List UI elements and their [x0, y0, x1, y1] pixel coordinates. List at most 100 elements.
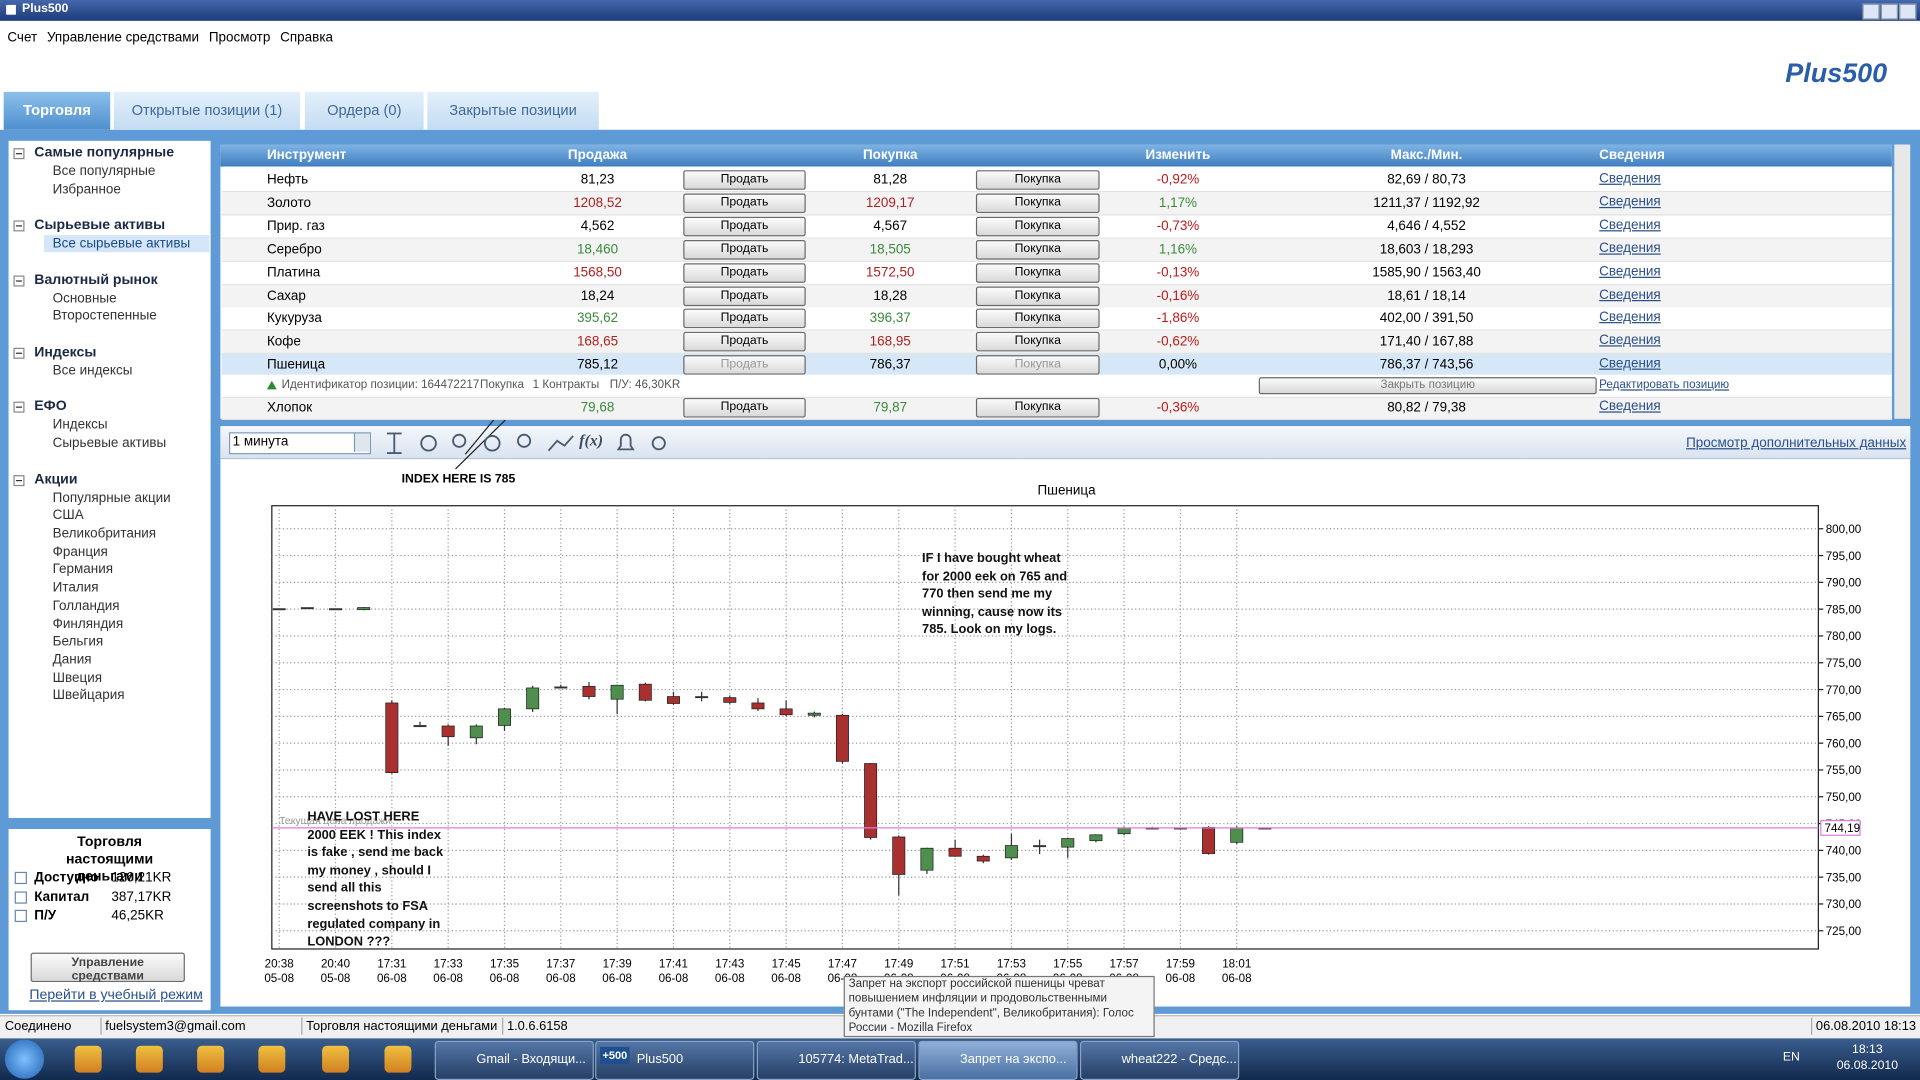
buy-button[interactable]: Покупка	[975, 193, 1100, 213]
tab[interactable]: Ордера (0)	[304, 91, 424, 130]
sidebar-item[interactable]: Все индексы	[52, 363, 133, 379]
buy-button[interactable]: Покупка	[975, 216, 1100, 237]
y-tick-label: 750,00	[1826, 791, 1862, 804]
buy-button[interactable]: Покупка	[975, 355, 1100, 375]
table-scrollbar[interactable]	[1894, 144, 1911, 419]
info-link[interactable]: Сведения	[1599, 217, 1661, 233]
sidebar-item[interactable]: Голландия	[52, 598, 120, 614]
taskbar-button[interactable]	[918, 1040, 1078, 1080]
taskbar-icon-icq[interactable]	[384, 1045, 412, 1073]
sidebar-item[interactable]: Индексы	[52, 418, 108, 433]
info-link[interactable]: Сведения	[1599, 240, 1661, 256]
start-button[interactable]	[4, 1039, 45, 1079]
menu-item[interactable]: Справка	[280, 30, 334, 46]
account-value: 46,25KR	[111, 908, 164, 924]
sell-button[interactable]: Продать	[683, 170, 806, 190]
group-title[interactable]: Сырьевые активы	[34, 218, 166, 233]
buy-button[interactable]: Покупка	[975, 285, 1100, 306]
taskbar-button[interactable]	[1080, 1040, 1240, 1080]
tab[interactable]: Открытые позиции (1)	[113, 91, 300, 130]
sidebar-item[interactable]: Дания	[52, 652, 92, 668]
info-link[interactable]: Сведения	[1599, 287, 1661, 302]
menu-item[interactable]: Счет	[7, 30, 38, 46]
sidebar-item[interactable]: Франция	[52, 544, 108, 560]
group-title[interactable]: Валютный рынок	[34, 272, 158, 288]
help-icon[interactable]	[14, 871, 27, 885]
taskbar-button[interactable]	[434, 1040, 594, 1080]
taskbar-icon-skype[interactable]	[135, 1045, 163, 1073]
taskbar-icon-player[interactable]	[258, 1045, 286, 1073]
close-button[interactable]	[1899, 3, 1917, 20]
x-tick-date: 05-08	[321, 972, 351, 985]
buy-button[interactable]: Покупка	[975, 170, 1100, 190]
sell-button[interactable]: Продать	[683, 262, 806, 283]
sell-button[interactable]: Продать	[683, 309, 806, 329]
info-link[interactable]: Сведения	[1599, 356, 1661, 372]
group-title[interactable]: Самые популярные	[34, 145, 175, 161]
help-icon[interactable]	[14, 890, 27, 904]
sell-button[interactable]: Продать	[683, 332, 806, 352]
sidebar-item[interactable]: Швейцария	[52, 688, 125, 704]
help-icon[interactable]	[14, 909, 27, 923]
sidebar-item[interactable]: Великобритания	[52, 526, 157, 542]
interval-select[interactable]	[228, 432, 372, 455]
sidebar-item[interactable]: Избранное	[52, 182, 121, 197]
sell-button[interactable]: Продать	[683, 355, 806, 375]
sidebar-item[interactable]: Популярные акции	[52, 490, 171, 506]
select-arrow[interactable]	[353, 433, 370, 452]
sell-button[interactable]: Продать	[683, 397, 806, 418]
buy-button[interactable]: Покупка	[975, 262, 1100, 283]
candle-body	[554, 686, 568, 689]
info-link[interactable]: Сведения	[1599, 171, 1661, 187]
taskbar-button[interactable]	[756, 1040, 916, 1080]
sidebar-item[interactable]: США	[52, 508, 84, 524]
sidebar-item[interactable]: Германия	[52, 562, 114, 578]
sell-button[interactable]: Продать	[683, 216, 806, 237]
maximize-button[interactable]	[1880, 3, 1898, 20]
sidebar-item[interactable]: Второстепенные	[52, 309, 157, 324]
candle-body	[1033, 845, 1047, 848]
group-title[interactable]: Индексы	[34, 345, 97, 360]
more-data-link[interactable]: Просмотр дополнительных данных	[1686, 435, 1907, 451]
chart-toolbar	[220, 427, 1911, 460]
group-title[interactable]: Акции	[34, 472, 78, 487]
sell-button[interactable]: Продать	[683, 239, 806, 260]
funds-button[interactable]: Управление средствами	[30, 952, 185, 983]
sidebar-item[interactable]: Сырьевые активы	[52, 436, 167, 451]
buy-button[interactable]: Покупка	[975, 239, 1100, 260]
minimize-button[interactable]	[1862, 3, 1880, 20]
info-link[interactable]: Сведения	[1599, 263, 1661, 279]
sidebar-item[interactable]: Все популярные	[52, 164, 156, 179]
taskbar-icon-app2[interactable]	[322, 1045, 349, 1073]
info-link[interactable]: Сведения	[1599, 194, 1661, 210]
sidebar-item[interactable]: Швеция	[52, 670, 103, 686]
candle-body	[666, 696, 680, 704]
group-title[interactable]: ЕФО	[34, 399, 67, 415]
info-link[interactable]: Сведения	[1599, 333, 1661, 349]
buy-button[interactable]: Покупка	[975, 397, 1100, 418]
buy-button[interactable]: Покупка	[975, 309, 1100, 329]
info-link[interactable]: Сведения	[1599, 310, 1661, 325]
sidebar-item[interactable]: Основные	[52, 291, 117, 306]
menu-item[interactable]: Управление средствами	[46, 30, 200, 46]
sell-button[interactable]: Продать	[683, 285, 806, 306]
sidebar-item[interactable]: Все сырьевые активы	[52, 236, 191, 252]
tab[interactable]: Торговля	[3, 91, 111, 130]
sidebar-item[interactable]: Италия	[52, 580, 99, 596]
buy-button[interactable]: Покупка	[975, 332, 1100, 352]
menu-bar: Счет Управление средствами Просмотр Справка	[7, 29, 333, 46]
menu-item[interactable]: Просмотр	[208, 30, 271, 46]
edit-position-link[interactable]: Редактировать позицию	[1599, 378, 1730, 392]
info-link[interactable]: Сведения	[1599, 399, 1661, 414]
tab[interactable]: Закрытые позиции	[427, 91, 599, 130]
taskbar-icon-folder[interactable]	[74, 1045, 102, 1073]
demo-link[interactable]: Перейти в учебный режим	[29, 988, 203, 1003]
formula-tool[interactable]: f(x)	[579, 431, 604, 450]
sidebar-item[interactable]: Бельгия	[52, 634, 104, 650]
sell-button[interactable]: Продать	[683, 193, 806, 213]
col-header: Инструмент	[266, 148, 347, 163]
close-position-button[interactable]: Закрыть позицию	[1258, 377, 1597, 395]
taskbar-label: Plus500	[636, 1051, 684, 1067]
sidebar-item[interactable]: Финляндия	[52, 616, 124, 632]
taskbar-icon-app[interactable]	[197, 1045, 225, 1073]
